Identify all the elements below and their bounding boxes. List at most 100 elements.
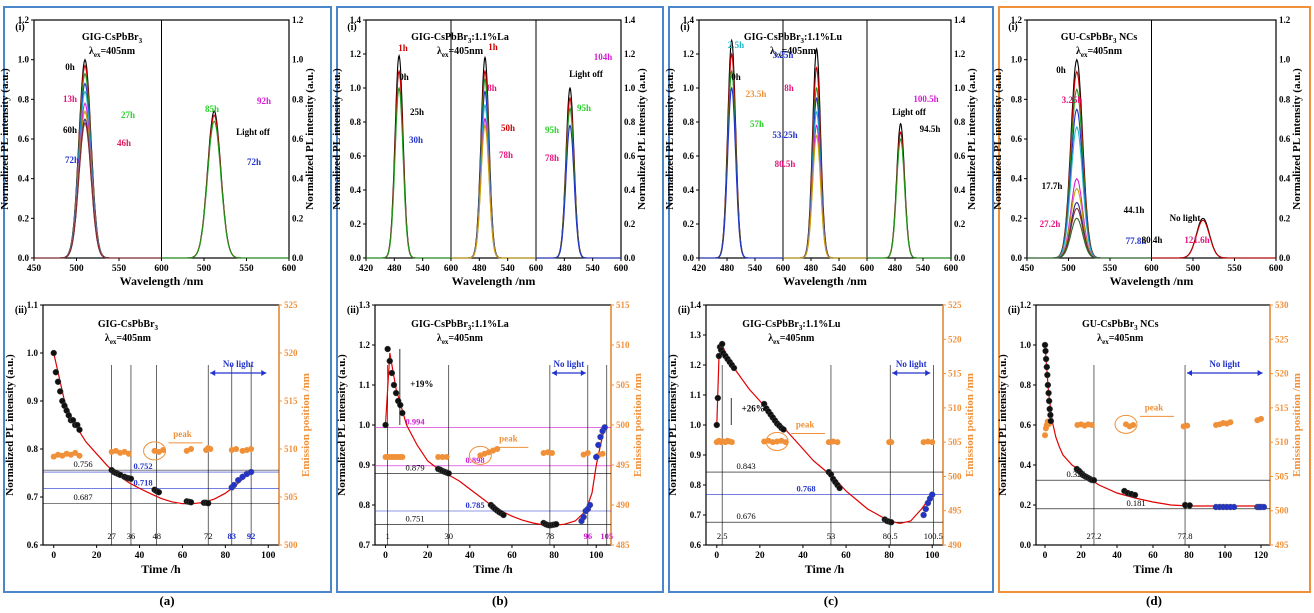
spectrum-annotation: 3.25h xyxy=(773,50,794,60)
intensity-point xyxy=(500,511,507,519)
x-tick-label: 600 xyxy=(154,264,169,274)
spectrum-annotation: 3.25h xyxy=(1062,95,1083,105)
y2-tick-label: 1.2 xyxy=(1279,15,1291,25)
x-tick-label: 0 xyxy=(51,551,56,561)
spectrum-annotation: 1h xyxy=(398,43,408,53)
x-tick-label: 100 xyxy=(589,551,604,561)
subplot-label: (i) xyxy=(347,22,356,33)
peak-position-point xyxy=(76,452,83,459)
y-tick-label: 0.2 xyxy=(350,219,362,229)
y2-axis-label: Emission position /nm xyxy=(300,373,312,477)
intensity-point xyxy=(1044,371,1051,379)
timeseries-title: GIG-CsPbBr3 xyxy=(98,319,159,332)
peak-position-point xyxy=(929,439,936,446)
x-axis-label: Wavelength /nm xyxy=(1110,274,1194,288)
y-tick-label: 1.3 xyxy=(690,330,702,340)
spectrum-title: GIG-CsPbBr3:1.1%La xyxy=(411,32,509,45)
timeseries-frame xyxy=(705,304,944,546)
intensity-point xyxy=(76,426,83,433)
x-tick-label: 600 xyxy=(614,264,629,274)
reference-vline-label: 77.8 xyxy=(1178,531,1193,541)
spectrum-curve xyxy=(34,121,162,259)
intensity-point xyxy=(155,489,163,496)
intensity-point xyxy=(714,394,722,402)
y2-axis-label: Normalized PL intensity (a.u.) xyxy=(636,68,648,210)
y-tick-label: 1.0 xyxy=(1020,340,1032,350)
y-tick-label: 1.2 xyxy=(683,49,695,59)
x-tick-label: 80 xyxy=(884,551,894,561)
y2-tick-label: 515 xyxy=(1275,403,1289,413)
y-tick-label: 0.4 xyxy=(350,185,362,195)
y2-tick-label: 505 xyxy=(948,437,962,447)
spectrum-curve xyxy=(1027,70,1152,259)
intensity-point xyxy=(386,357,393,365)
y-axis-label: Normalized PL intensity (a.u.) xyxy=(667,354,679,496)
intensity-point xyxy=(888,519,895,526)
y2-tick-label: 0.4 xyxy=(954,185,966,195)
y2-tick-label: 1.0 xyxy=(1279,55,1291,65)
y2-tick-label: 520 xyxy=(1275,369,1289,379)
intensity-point xyxy=(922,505,929,513)
intensity-point xyxy=(713,421,720,429)
x-tick-label: 540 xyxy=(501,264,516,274)
y-tick-label: 1.2 xyxy=(1011,15,1023,25)
y-tick-label: 0.8 xyxy=(18,94,30,104)
reference-vline-label: 30 xyxy=(445,531,454,541)
reference-vline-label: 27 xyxy=(107,531,116,541)
y-tick-label: 0.0 xyxy=(18,253,30,263)
spectrum-annotation: 0h xyxy=(731,72,741,82)
x-tick-label: 60 xyxy=(178,551,188,561)
y2-tick-label: 525 xyxy=(284,300,298,310)
spectrum-annotation: 13h xyxy=(63,94,77,104)
spectrum-curve xyxy=(1027,217,1152,259)
x-axis-label: Wavelength /nm xyxy=(120,274,204,288)
x-tick-label: 540 xyxy=(832,264,847,274)
x-tick-label: 20 xyxy=(92,551,102,561)
reference-hline-label: 0.718 xyxy=(133,477,152,487)
panel-label-a: (a) xyxy=(159,593,175,608)
intensity-point xyxy=(1041,341,1049,349)
panel-c xyxy=(668,6,994,593)
spectrum-annotation: 78h xyxy=(499,150,513,160)
peak-position-point xyxy=(1258,415,1264,422)
intensity-point xyxy=(1042,347,1049,355)
intensity-point xyxy=(593,453,600,461)
spectrum-annotation: 77.8h xyxy=(1126,236,1147,246)
subplot-label: (i) xyxy=(15,22,24,33)
panel-label-d: (d) xyxy=(1146,593,1162,608)
intensity-point xyxy=(1042,355,1050,363)
rise-label: +19% xyxy=(410,379,433,389)
intensity-point xyxy=(1090,477,1098,484)
intensity-point xyxy=(1043,363,1051,371)
x-tick-label: 480 xyxy=(888,264,903,274)
intensity-point xyxy=(553,521,560,528)
y-tick-label: 1.1 xyxy=(27,300,39,310)
y-tick-label: 0.6 xyxy=(27,540,39,550)
peak-position-point xyxy=(549,450,555,456)
intensity-point xyxy=(384,345,391,353)
y-tick-label: 0.7 xyxy=(359,540,371,550)
x-tick-label: 540 xyxy=(916,264,931,274)
subplot-label: (ii) xyxy=(15,305,27,316)
x-tick-label: 100 xyxy=(1218,551,1233,561)
spectrum-annotation: 53.25h xyxy=(772,130,797,140)
y-tick-label: 0.4 xyxy=(18,174,30,184)
y2-tick-label: 510 xyxy=(616,340,630,350)
spectrum-annotation: Light off xyxy=(569,69,604,79)
y2-tick-label: 0.4 xyxy=(624,185,636,195)
x-tick-label: 100 xyxy=(261,551,276,561)
subplot-label: (ii) xyxy=(1008,305,1020,316)
x-tick-label: 600 xyxy=(860,264,875,274)
y2-tick-label: 490 xyxy=(616,500,630,510)
y-tick-label: 1.0 xyxy=(27,348,39,358)
y2-tick-label: 0.2 xyxy=(954,219,966,229)
y2-tick-label: 505 xyxy=(1275,471,1289,481)
x-axis-label: Time /h xyxy=(805,562,845,576)
reference-vline-label: 96 xyxy=(584,531,593,541)
spectrum-curve xyxy=(783,47,867,259)
peak-circle xyxy=(765,431,789,451)
spectrum-annotation: 80.5h xyxy=(775,159,796,169)
spectrum-title: GU-CsPbBr3 NCs xyxy=(1061,32,1138,45)
intensity-point xyxy=(1047,411,1054,419)
rise-label: +26% xyxy=(742,404,765,414)
